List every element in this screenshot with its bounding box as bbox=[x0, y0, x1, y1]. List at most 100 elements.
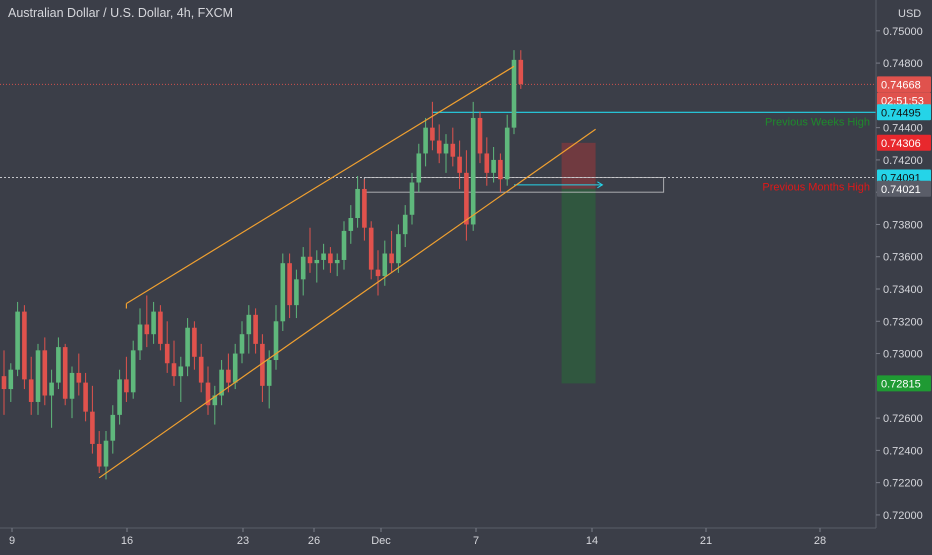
candle bbox=[477, 111, 483, 164]
candle bbox=[355, 176, 360, 228]
candle bbox=[96, 431, 102, 473]
candle bbox=[42, 337, 48, 406]
candle bbox=[498, 153, 503, 193]
candle-body bbox=[164, 343, 170, 364]
take-profit-zone bbox=[561, 188, 596, 384]
time-axis: 9 16 23 26 Dec 7 14 21 28 bbox=[0, 527, 876, 547]
candle bbox=[144, 295, 150, 348]
candle-body bbox=[287, 263, 292, 306]
candle bbox=[314, 250, 320, 283]
candle bbox=[110, 405, 116, 454]
price-tick-label: 0.73400 bbox=[883, 284, 923, 296]
candle bbox=[300, 247, 306, 296]
candle bbox=[450, 127, 456, 167]
candle bbox=[491, 147, 496, 183]
candle bbox=[205, 366, 211, 415]
candle-body bbox=[178, 366, 184, 377]
candle-body bbox=[35, 350, 41, 402]
candle bbox=[56, 337, 61, 390]
candle-body bbox=[477, 117, 483, 154]
candle-body bbox=[90, 411, 95, 444]
candle bbox=[253, 308, 258, 354]
candle-body bbox=[171, 363, 177, 377]
candle bbox=[198, 343, 204, 393]
candle bbox=[124, 356, 129, 402]
candle bbox=[212, 385, 218, 425]
candle bbox=[219, 360, 224, 406]
channel-lower-line bbox=[98, 128, 596, 479]
time-tick-label: 28 bbox=[814, 535, 826, 547]
candle bbox=[158, 305, 163, 351]
candle-body bbox=[130, 350, 136, 393]
candle-body bbox=[314, 259, 320, 264]
price-marker-label: 0.72815 bbox=[881, 378, 921, 390]
candle bbox=[341, 221, 347, 270]
candle bbox=[382, 240, 388, 286]
candle-body bbox=[117, 379, 122, 415]
candle-body bbox=[389, 253, 394, 264]
candle-body bbox=[137, 324, 143, 351]
candle-body bbox=[83, 382, 88, 412]
candle-body bbox=[375, 269, 381, 277]
candle bbox=[62, 343, 68, 406]
price-tick-label: 0.72600 bbox=[883, 413, 923, 425]
candle bbox=[484, 137, 490, 186]
candle-body bbox=[416, 153, 422, 183]
candle bbox=[117, 369, 122, 425]
price-tick-label: 0.73600 bbox=[883, 252, 923, 264]
candle bbox=[307, 227, 313, 273]
candle-body bbox=[423, 127, 428, 154]
candle-body bbox=[511, 59, 517, 128]
price-tick-label: 0.72200 bbox=[883, 478, 923, 490]
candle bbox=[178, 356, 184, 402]
time-tick-label: Dec bbox=[371, 535, 391, 547]
candle bbox=[396, 224, 401, 273]
candle bbox=[28, 356, 34, 415]
candle-body bbox=[436, 140, 442, 154]
price-tick-label: 0.75000 bbox=[883, 26, 923, 38]
candle-body bbox=[96, 443, 102, 467]
annotation-labels: Previous Weeks High Previous Months High bbox=[762, 116, 870, 193]
candle-body bbox=[28, 379, 34, 402]
candle bbox=[470, 101, 476, 231]
price-marker bbox=[877, 134, 931, 151]
candle bbox=[436, 124, 442, 164]
candle-body bbox=[348, 218, 354, 231]
position-zones bbox=[561, 142, 596, 384]
candle bbox=[103, 431, 109, 480]
price-marker-label: 0.74668 bbox=[881, 79, 921, 91]
candle-body bbox=[1, 376, 7, 390]
candle-body bbox=[443, 143, 449, 154]
candle bbox=[511, 50, 517, 135]
candle bbox=[334, 253, 340, 277]
candle-body bbox=[368, 227, 374, 270]
candle bbox=[226, 353, 231, 393]
candle bbox=[504, 114, 510, 186]
candle-body bbox=[328, 253, 333, 264]
candle bbox=[35, 343, 41, 415]
currency-label: USD bbox=[898, 8, 921, 20]
price-tick-label: 0.73200 bbox=[883, 316, 923, 328]
candle bbox=[457, 140, 462, 189]
candle-body bbox=[144, 324, 150, 335]
price-axis: USD0.750000.748000.744000.742000.740000.… bbox=[875, 0, 931, 528]
candle-body bbox=[402, 214, 408, 235]
candle bbox=[22, 305, 27, 390]
time-tick-label: 21 bbox=[700, 535, 712, 547]
chart-title: Australian Dollar / U.S. Dollar, 4h, FXC… bbox=[8, 6, 234, 20]
stop-loss-zone bbox=[561, 142, 596, 189]
candle-body bbox=[457, 156, 462, 173]
price-tick-label: 0.73800 bbox=[883, 219, 923, 231]
candle-body bbox=[56, 347, 61, 383]
candle-body bbox=[341, 230, 347, 260]
candle-body bbox=[396, 234, 401, 264]
candle bbox=[464, 150, 469, 241]
candle-body bbox=[239, 334, 245, 354]
candle-body bbox=[450, 143, 456, 157]
price-marker-label: 0.74306 bbox=[881, 138, 921, 150]
candle bbox=[164, 321, 170, 373]
price-tick-label: 0.74200 bbox=[883, 155, 923, 167]
candle bbox=[280, 253, 286, 331]
